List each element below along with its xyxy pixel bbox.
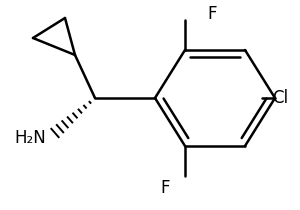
Text: H₂N: H₂N xyxy=(14,129,46,147)
Text: F: F xyxy=(160,179,170,197)
Text: Cl: Cl xyxy=(272,89,288,107)
Text: F: F xyxy=(207,5,217,23)
